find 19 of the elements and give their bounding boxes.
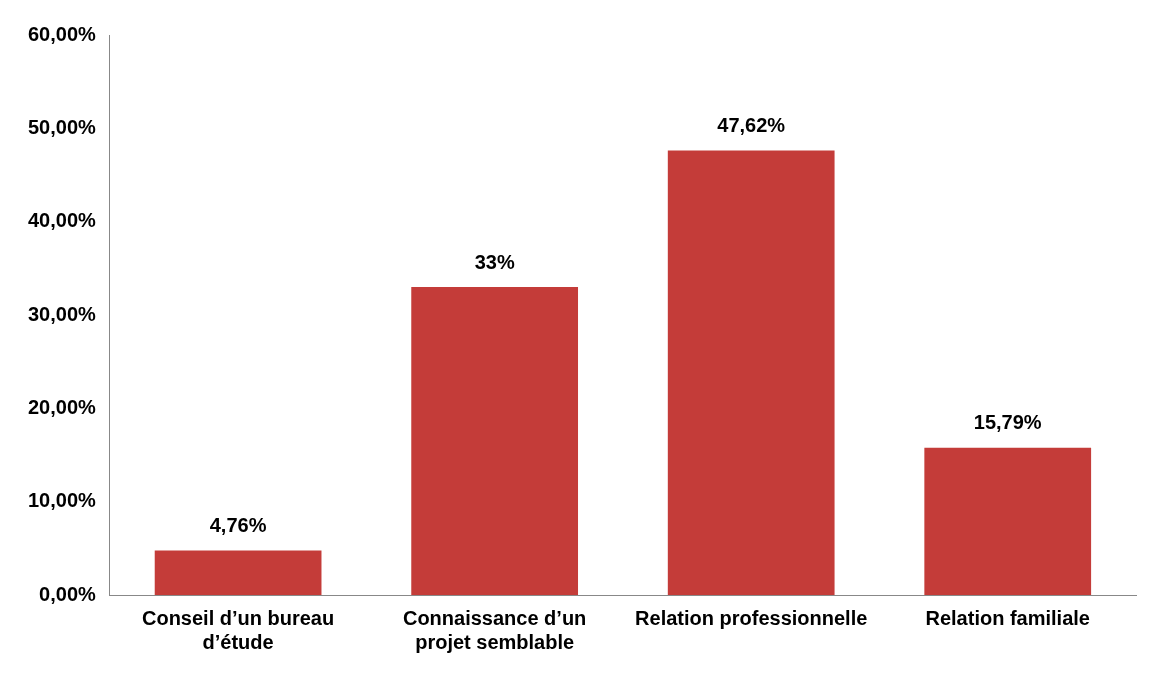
- y-tick-label: 60,00%: [27, 22, 97, 45]
- data-label: 4,76%: [209, 514, 267, 537]
- y-tick-label: 10,00%: [27, 489, 97, 512]
- y-tick-label: 40,00%: [27, 209, 97, 232]
- data-label: 47,62%: [717, 114, 786, 137]
- bar: [154, 550, 322, 595]
- x-tick-label: Connaissance d’un projet semblable: [402, 606, 587, 653]
- x-tick-label: Conseil d’un bureau d’étude: [141, 606, 335, 653]
- data-label: 33%: [474, 250, 515, 273]
- bar: [924, 447, 1092, 595]
- y-tick-label: 30,00%: [27, 302, 97, 325]
- y-tick-label: 0,00%: [39, 582, 97, 605]
- bar: [411, 287, 579, 595]
- y-tick-label: 50,00%: [27, 115, 97, 138]
- x-tick-label: Relation familiale: [925, 606, 1090, 629]
- x-tick-label: Relation professionnelle: [635, 606, 868, 629]
- bar: [667, 150, 835, 595]
- data-label: 15,79%: [973, 411, 1042, 434]
- y-tick-label: 20,00%: [27, 395, 97, 418]
